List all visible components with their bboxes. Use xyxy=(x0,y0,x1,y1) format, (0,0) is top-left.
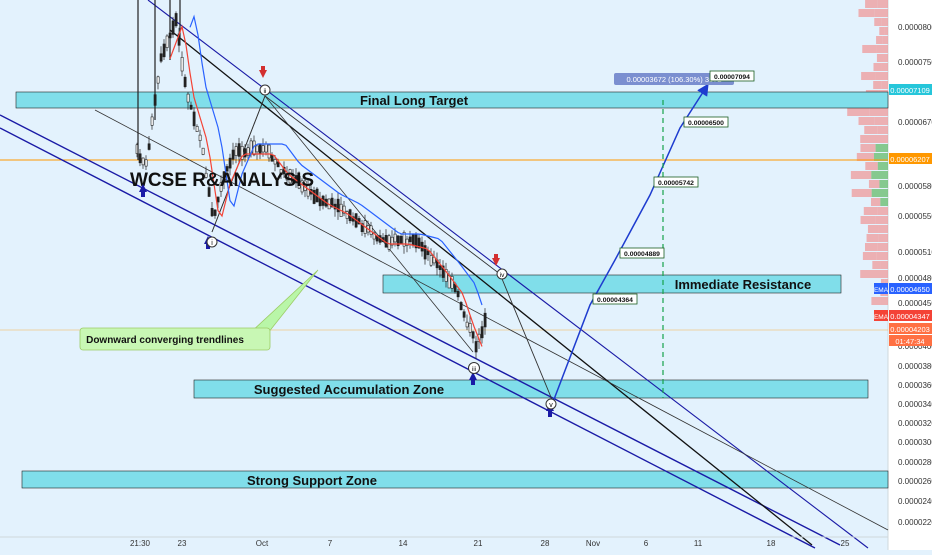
y-tick-label: 0.00004500 xyxy=(898,299,932,308)
wave-label-ii: ii xyxy=(259,84,271,96)
x-tick-label: 14 xyxy=(399,539,408,548)
svg-text:EMA: EMA xyxy=(874,314,889,321)
chart-title: WCSE R&ANALYSIS xyxy=(130,170,314,191)
x-tick-label: 18 xyxy=(767,539,776,548)
measure-tooltip: 0.00003672 (106.30%) 3672 xyxy=(614,73,734,85)
wave-label-iii: iii xyxy=(468,362,480,374)
upper-black-trendline xyxy=(169,29,813,546)
x-tick-label: 7 xyxy=(328,539,333,548)
y-tick-label: 0.00002600 xyxy=(898,477,932,486)
lower-blue-trendline-1 xyxy=(0,114,841,546)
svg-text:0.00006207: 0.00006207 xyxy=(890,155,930,164)
x-tick-label: 23 xyxy=(178,539,187,548)
y-tick-label: 0.00003200 xyxy=(898,419,932,428)
y-tick-label: 0.00004000 xyxy=(898,342,932,351)
svg-text:v: v xyxy=(549,402,553,409)
callout-text: Downward converging trendlines xyxy=(86,335,244,346)
ema-red-line[interactable] xyxy=(169,24,483,347)
svg-text:0.00004650: 0.00004650 xyxy=(890,285,930,294)
y-tick-label: 0.00002800 xyxy=(898,458,932,467)
projection-label-1: 0.00004364 xyxy=(592,293,638,305)
svg-text:0.00007109: 0.00007109 xyxy=(890,86,930,95)
wave-label-i: i xyxy=(206,236,218,248)
y-tick-label: 0.00007500 xyxy=(898,58,932,67)
svg-text:0.00006500: 0.00006500 xyxy=(688,120,724,127)
svg-text:EMA: EMA xyxy=(874,287,889,294)
lower-blue-trendline-2 xyxy=(0,127,816,549)
strong-support-zone-label: Strong Support Zone xyxy=(247,473,377,488)
svg-text:iii: iii xyxy=(472,367,476,373)
final-long-target-zone[interactable]: Final Long Target xyxy=(15,91,889,109)
x-tick-label: Oct xyxy=(256,539,269,548)
y-tick-label: 0.00005500 xyxy=(898,212,932,221)
red-arrow-1 xyxy=(259,66,267,78)
red-arrow-2 xyxy=(492,254,500,266)
y-tick-label: 0.00002400 xyxy=(898,497,932,506)
svg-text:0.00004364: 0.00004364 xyxy=(597,297,633,304)
suggested-accumulation-zone-label: Suggested Accumulation Zone xyxy=(254,382,444,397)
svg-text:ii: ii xyxy=(264,88,267,95)
projection-label-4: 0.00006500 xyxy=(683,116,729,128)
y-tick-label: 0.00003400 xyxy=(898,400,932,409)
y-tick-label: 0.00005800 xyxy=(898,182,932,191)
svg-text:iv: iv xyxy=(500,272,505,279)
suggested-accumulation-zone[interactable]: Suggested Accumulation Zone xyxy=(193,379,869,399)
price-tag-ema-blue: EMA 0.00004650 xyxy=(874,283,932,294)
y-tick-label: 0.00004800 xyxy=(898,274,932,283)
blue-up-arrow-1 xyxy=(139,184,147,197)
y-tick-label: 0.00003800 xyxy=(898,362,932,371)
projection-label-2: 0.00004889 xyxy=(619,247,665,259)
callout: Downward converging trendlines xyxy=(79,269,319,351)
y-tick-label: 0.00006700 xyxy=(898,118,932,127)
svg-text:0.00004203: 0.00004203 xyxy=(890,325,930,334)
x-tick-label: 11 xyxy=(694,539,703,548)
price-tag-countdown: 01:47:34 xyxy=(889,335,932,346)
x-tick-label: 28 xyxy=(541,539,550,548)
x-tick-label: 21 xyxy=(474,539,483,548)
svg-text:01:47:34: 01:47:34 xyxy=(895,337,924,346)
price-tag-orange-level: 0.00006207 xyxy=(889,153,932,164)
immediate-resistance-zone[interactable]: Immediate Resistance xyxy=(382,274,842,294)
svg-text:0.00004889: 0.00004889 xyxy=(624,251,660,258)
x-axis-labels: 21:30 23 Oct 7 14 21 28 Nov 6 11 18 25 xyxy=(0,536,888,548)
projection-label-3: 0.00005742 xyxy=(653,176,699,188)
svg-text:i: i xyxy=(211,240,213,247)
y-tick-label: 0.00003000 xyxy=(898,438,932,447)
x-tick-label: 6 xyxy=(644,539,649,548)
strong-support-zone[interactable]: Strong Support Zone xyxy=(21,470,889,489)
y-tick-label: 0.00005100 xyxy=(898,248,932,257)
svg-text:0.00005742: 0.00005742 xyxy=(658,180,694,187)
wave-label-v: v xyxy=(545,398,557,410)
y-tick-label: 0.00002200 xyxy=(898,518,932,527)
immediate-resistance-label: Immediate Resistance xyxy=(675,277,812,292)
blue-up-arrow-3 xyxy=(469,372,477,385)
price-tag-ema-red: EMA 0.00004347 xyxy=(874,310,932,321)
ema-blue-line[interactable] xyxy=(189,14,483,306)
svg-text:0.00004347: 0.00004347 xyxy=(890,312,930,321)
y-tick-label: 0.00003600 xyxy=(898,381,932,390)
y-tick-label: 0.00008000 xyxy=(898,23,932,32)
projection-label-5: 0.00007094 xyxy=(709,70,755,82)
svg-text:0.00007094: 0.00007094 xyxy=(714,74,750,81)
price-tag-final-target: 0.00007109 xyxy=(889,84,932,95)
x-tick-label: 25 xyxy=(841,539,850,548)
final-long-target-label: Final Long Target xyxy=(360,93,469,108)
wave-label-iv: iv xyxy=(496,268,508,280)
x-tick-label: Nov xyxy=(586,539,600,548)
measure-label: 0.00003672 (106.30%) 3672 xyxy=(626,75,721,84)
x-tick-label: 21:30 xyxy=(130,539,151,548)
price-tag-last-price: 0.00004203 xyxy=(889,323,932,334)
